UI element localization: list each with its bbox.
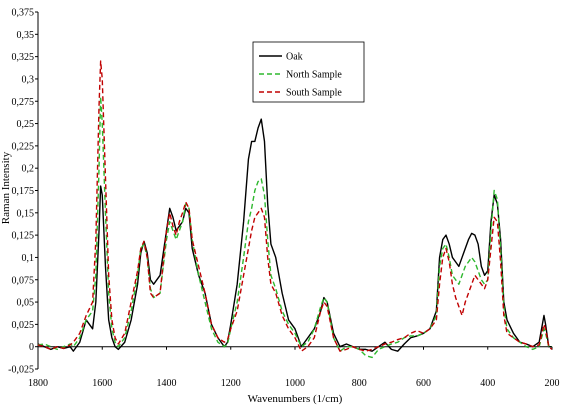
x-tick-label: 1000 [285, 378, 305, 389]
series-line-south-sample [37, 60, 553, 352]
y-tick-label: 0,125 [12, 231, 35, 242]
series-layer [37, 60, 553, 359]
y-tick-label: -0,025 [8, 365, 34, 376]
x-tick-label: 1200 [221, 378, 241, 389]
y-tick-label: 0,15 [17, 208, 35, 219]
y-tick-label: 0,225 [12, 141, 35, 152]
legend-label: North Sample [286, 70, 342, 81]
x-tick-label: 1600 [92, 378, 112, 389]
y-tick-label: 0,275 [12, 97, 35, 108]
y-tick-label: 0,175 [12, 186, 35, 197]
x-tick-label: 200 [545, 378, 560, 389]
y-tick-label: 0,05 [17, 298, 35, 309]
x-axis-title: Wavenumbers (1/cm) [248, 393, 343, 405]
y-tick-label: 0,35 [17, 30, 35, 41]
y-tick-label: 0,375 [12, 8, 35, 19]
y-tick-label: 0 [29, 342, 34, 353]
legend: Oak North Sample South Sample [252, 41, 365, 103]
x-tick-label: 600 [416, 378, 431, 389]
y-tick-label: 0,075 [12, 275, 35, 286]
y-axis: -0,025 0 0,025 0,05 0,075 0,1 0,125 0,15 0,175 0,… [8, 8, 39, 376]
series-line-north-sample [37, 96, 552, 359]
y-tick-label: 0,025 [12, 320, 35, 331]
y-tick-label: 0,1 [22, 253, 35, 264]
y-tick-label: 0,3 [22, 74, 35, 85]
legend-label: Oak [286, 52, 303, 63]
y-tick-label: 0,325 [12, 52, 35, 63]
legend-label: South Sample [286, 88, 342, 99]
x-tick-label: 1800 [28, 378, 48, 389]
y-tick-label: 0,2 [22, 164, 35, 175]
x-tick-label: 400 [480, 378, 495, 389]
x-tick-label: 800 [352, 378, 367, 389]
y-tick-label: 0,25 [17, 119, 35, 130]
series-line-oak [37, 118, 552, 352]
x-tick-label: 1400 [157, 378, 177, 389]
y-axis-title: Raman Intensity [0, 151, 12, 224]
x-axis: 1800 1600 1400 1200 1000 800 600 400 200 [28, 346, 560, 389]
